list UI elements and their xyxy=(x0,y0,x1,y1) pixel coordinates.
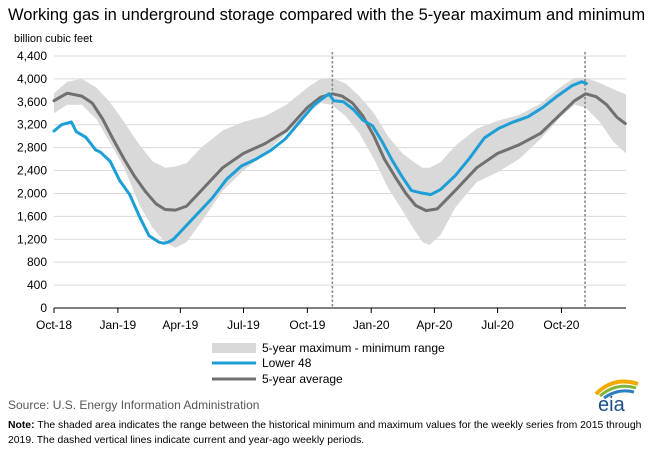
note-label: Note: xyxy=(8,420,35,431)
chart-title: Working gas in underground storage compa… xyxy=(8,6,646,24)
average-swatch xyxy=(212,377,256,381)
y-tick-label: 400 xyxy=(27,278,47,292)
y-tick-label: 2,400 xyxy=(17,164,47,178)
range-band xyxy=(54,77,626,248)
logo-arc-blue xyxy=(603,389,635,400)
y-tick-label: 1,200 xyxy=(17,232,47,246)
legend-item-range: 5-year maximum - minimum range xyxy=(212,340,445,356)
x-tick-label: Jul-19 xyxy=(227,318,260,332)
y-tick-label: 0 xyxy=(40,301,47,315)
legend-item-lower48: Lower 48 xyxy=(212,356,445,372)
y-tick-label: 1,600 xyxy=(17,209,47,223)
source-text: Source: U.S. Energy Information Administ… xyxy=(8,398,260,412)
logo-arc-green xyxy=(599,384,637,398)
lower48-swatch xyxy=(212,361,256,365)
storage-chart: 0 400 800 1,200 1,600 2,000 2,400 2,800 3,200 3,6… xyxy=(17,49,627,332)
legend-item-average: 5-year average xyxy=(212,371,445,387)
y-tick-label: 4,000 xyxy=(17,72,47,86)
chart-legend: 5-year maximum - minimum range Lower 48 … xyxy=(212,340,445,387)
eia-logo-graphic: eia xyxy=(594,379,639,416)
legend-label-average: 5-year average xyxy=(262,371,343,386)
range-swatch-fill xyxy=(212,342,256,353)
eia-logo: eia xyxy=(590,374,644,419)
note-text: Note: The shaded area indicates the rang… xyxy=(8,418,648,448)
note-body: The shaded area indicates the range betw… xyxy=(8,420,642,446)
x-tick-label: Jan-19 xyxy=(100,318,137,332)
y-tick-label: 2,000 xyxy=(17,186,47,200)
x-tick-label: Apr-19 xyxy=(162,318,198,332)
x-tick-label: Oct-18 xyxy=(36,318,72,332)
y-tick-label: 3,600 xyxy=(17,95,47,109)
x-tick-label: Apr-20 xyxy=(416,318,452,332)
logo-text: eia xyxy=(598,394,626,414)
y-axis-units-label: billion cubic feet xyxy=(14,33,93,45)
average-line xyxy=(52,91,627,213)
y-tick-label: 800 xyxy=(27,255,47,269)
legend-label-lower48: Lower 48 xyxy=(262,356,312,371)
x-tick-label: Jan-20 xyxy=(353,318,390,332)
x-tick-label: Oct-20 xyxy=(543,318,579,332)
legend-label-range: 5-year maximum - minimum range xyxy=(262,340,445,355)
x-tick-label: Jul-20 xyxy=(481,318,514,332)
y-tick-label: 2,800 xyxy=(17,141,47,155)
y-tick-label: 3,200 xyxy=(17,118,47,132)
x-tick-label: Oct-19 xyxy=(289,318,325,332)
lower48-line xyxy=(52,80,588,245)
range-swatch xyxy=(212,342,256,353)
y-tick-label: 4,400 xyxy=(17,49,47,63)
logo-arc-orange xyxy=(594,379,639,396)
